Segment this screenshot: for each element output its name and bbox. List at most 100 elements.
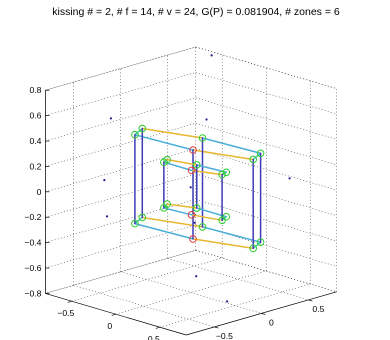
y-tick-mark	[308, 299, 313, 302]
grid-line	[195, 173, 337, 216]
grid-line	[45, 199, 196, 243]
grid-line	[45, 46, 196, 91]
y-tick-label: −0.5	[216, 331, 233, 340]
z-tick-label: −0.8	[24, 288, 41, 298]
polyhedron-vertex	[256, 149, 265, 158]
x-tick-label: 0	[107, 321, 112, 331]
polyhedron-edge	[134, 216, 144, 225]
x-tick-label: −0.5	[57, 308, 74, 318]
scatter-point	[193, 221, 196, 224]
grid-line	[45, 148, 196, 193]
polyhedron-edge	[134, 133, 194, 151]
polyhedron-vertex	[131, 219, 139, 228]
grid-line	[120, 271, 262, 314]
z-tick-label: −0.6	[24, 263, 41, 273]
polyhedron-vertex	[138, 213, 147, 222]
scatter-point	[103, 179, 106, 182]
polyhedron-edge	[141, 127, 204, 139]
axes-box	[45, 90, 337, 336]
polyhedron-edges	[134, 127, 262, 250]
scatter-point	[195, 275, 198, 278]
grid-line	[195, 97, 337, 140]
z-tick-label: −0.2	[24, 212, 41, 222]
polyhedron-edge	[252, 241, 262, 250]
box-edge	[45, 46, 196, 91]
grid-line	[45, 249, 196, 294]
polyhedron-vertex	[163, 200, 171, 208]
polyhedron-vertex	[218, 170, 226, 179]
polyhedron-edge	[192, 238, 254, 250]
grid-line	[115, 270, 267, 315]
grid-line	[195, 224, 337, 267]
z-tick-label: 0.8	[29, 85, 41, 95]
polyhedron-edge	[252, 152, 262, 161]
grid-line	[45, 224, 196, 269]
z-tick-label: 0.6	[29, 111, 41, 121]
scatter-point	[288, 177, 291, 180]
grid-line	[45, 72, 196, 116]
grid-line	[195, 199, 337, 242]
z-tick-label: 0.2	[29, 161, 41, 171]
polyhedron-vertex	[187, 166, 196, 175]
scatter-point	[226, 300, 229, 303]
polyhedron-edge	[201, 137, 262, 155]
polyhedron-vertex	[138, 124, 147, 133]
polyhedron-vertex	[189, 146, 197, 154]
z-tick-label: 0	[37, 187, 42, 197]
chart-title: kissing # = 2, # f = 14, # v = 24, G(P) …	[52, 6, 340, 18]
scatter-point	[205, 118, 208, 121]
polyhedron-vertex	[222, 212, 231, 221]
polyhedron-edge	[196, 207, 227, 218]
x-tick-mark	[111, 313, 116, 316]
polyhedron-vertex	[192, 161, 201, 169]
polyhedron-edge	[134, 127, 144, 136]
grid-line	[45, 122, 196, 167]
tick-layer: −0.5 0 0.5 −0.5 0 0.5 −0.8 −0.6 −0.4 −0.2 0 0.2 0.4 0…	[24, 85, 324, 340]
polyhedron-edge	[134, 222, 194, 240]
polyhedron-edge	[166, 158, 198, 166]
grid-line	[159, 283, 311, 328]
polyhedron-vertex	[222, 168, 231, 177]
polyhedron-vertex	[131, 130, 139, 139]
scatter-point	[109, 117, 112, 120]
box-edge	[195, 46, 337, 89]
polyhedron-vertex	[198, 223, 207, 231]
grid-line	[195, 46, 337, 89]
polyhedron-edge	[190, 214, 223, 222]
polyhedron-vertex	[249, 244, 257, 253]
polyhedron-edge	[163, 207, 193, 216]
polyhedron-edge	[163, 161, 193, 172]
box-edge	[195, 249, 337, 293]
y-tick-mark	[261, 313, 266, 315]
scatter-points	[103, 54, 291, 303]
scatter-point	[210, 54, 213, 57]
polyhedron-edge	[221, 171, 227, 176]
polyhedron-vertex	[189, 235, 197, 243]
polyhedron-vertex	[256, 238, 265, 246]
x-tick-label: 0.5	[148, 334, 160, 340]
grid-line	[73, 285, 215, 328]
y-tick-mark	[214, 326, 219, 329]
z-tick-label: 0.4	[29, 136, 41, 146]
polyhedron-edge	[201, 226, 262, 243]
y-tick-label: 0.5	[312, 304, 324, 314]
polyhedron-vertex	[198, 134, 207, 142]
grid-line	[195, 122, 337, 166]
grid-line	[71, 257, 223, 302]
polyhedron-vertex	[163, 155, 171, 164]
grid-line	[167, 258, 309, 301]
polyhedron-vertex	[249, 155, 257, 164]
grid-line	[45, 97, 196, 142]
grid-line	[195, 72, 337, 115]
x-tick-mark	[155, 326, 160, 329]
polyhedron-vertex	[187, 211, 196, 219]
polyhedron-vertex	[192, 204, 201, 212]
grid-line	[45, 173, 196, 218]
scatter-point	[189, 186, 192, 189]
polyhedron-vertices	[131, 124, 265, 253]
grid-line	[195, 148, 337, 191]
polyhedron-edge	[166, 203, 198, 209]
z-tick-label: −0.4	[24, 238, 41, 248]
x-tick-mark	[67, 300, 72, 303]
